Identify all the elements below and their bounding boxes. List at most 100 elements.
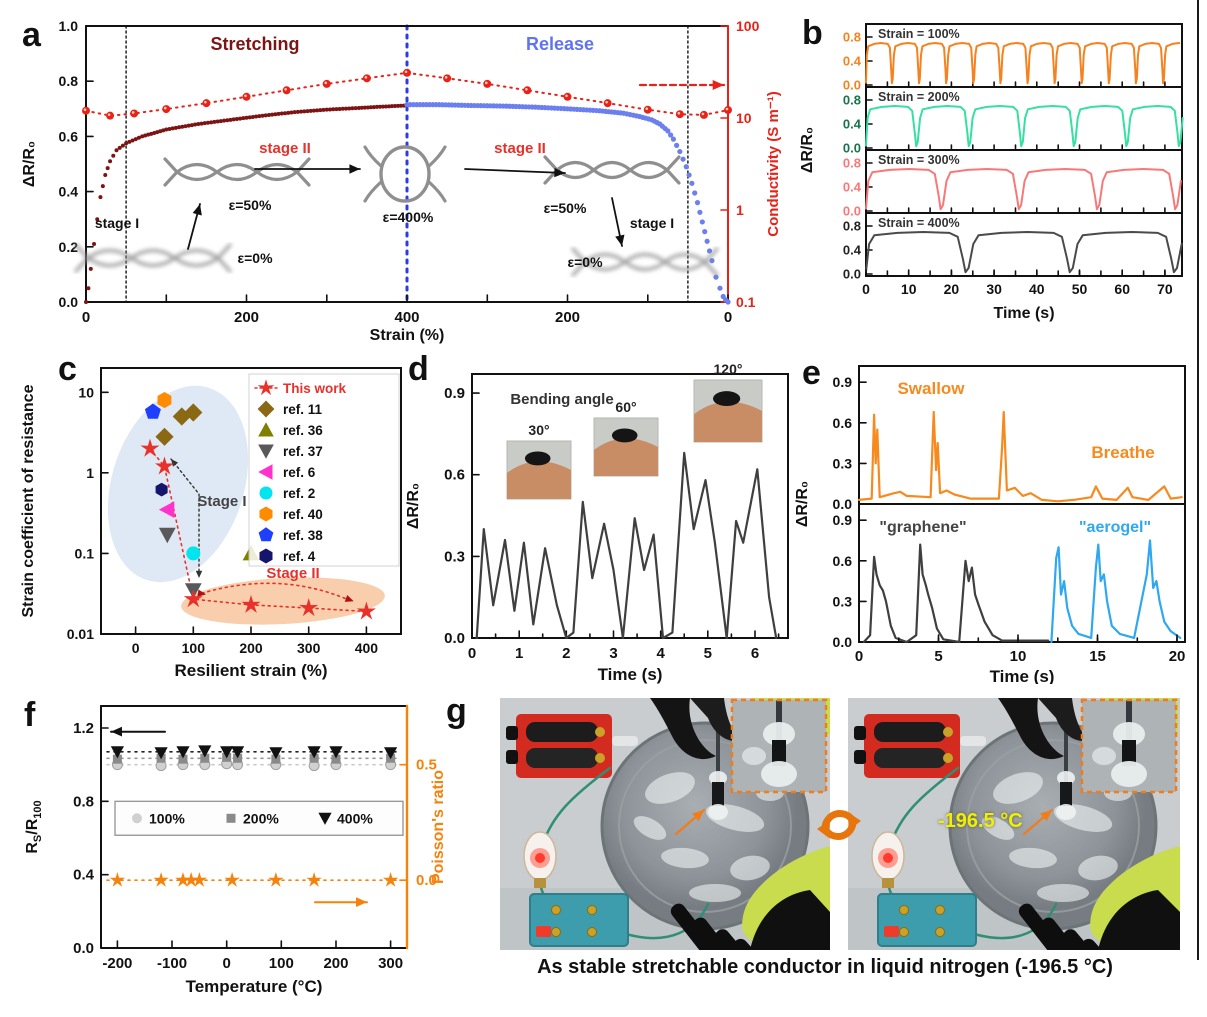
svg-text:ε=0%: ε=0% xyxy=(237,250,273,266)
svg-text:0.4: 0.4 xyxy=(843,117,862,132)
svg-text:Breathe: Breathe xyxy=(1091,443,1154,462)
svg-text:stage I: stage I xyxy=(630,215,674,231)
panel-f-label: f xyxy=(24,696,36,734)
svg-text:200: 200 xyxy=(234,309,259,326)
panel-g-label: g xyxy=(446,692,467,730)
svg-text:200: 200 xyxy=(323,955,348,972)
panel-d: 0.0 0.3 0.6 0.9 0 1 2 3 4 5 6 Time (s) ΔR/R₀ Bending … xyxy=(405,361,789,684)
svg-text:0.0: 0.0 xyxy=(843,267,861,282)
panel-b-label: b xyxy=(802,14,823,52)
svg-text:0.8: 0.8 xyxy=(843,30,861,45)
svg-text:0.4: 0.4 xyxy=(843,243,862,258)
svg-text:5: 5 xyxy=(704,645,712,662)
svg-text:0.3: 0.3 xyxy=(833,593,853,609)
panel-g-photo-left xyxy=(500,698,830,950)
svg-text:Stage II: Stage II xyxy=(266,565,319,582)
svg-text:1: 1 xyxy=(515,645,523,662)
svg-text:0.9: 0.9 xyxy=(833,512,853,528)
svg-text:Stage I: Stage I xyxy=(197,493,246,510)
svg-text:0.9: 0.9 xyxy=(444,385,465,402)
svg-text:Release: Release xyxy=(526,34,594,54)
svg-text:0.0: 0.0 xyxy=(843,78,861,93)
svg-text:100: 100 xyxy=(269,955,294,972)
svg-text:100: 100 xyxy=(182,640,206,656)
panel-b-chart: 0.0 0.4 0.8 Strain = 100% 0.0 0.4 0.8 Strain = … xyxy=(799,23,1184,322)
svg-text:Strain coefficient of resistan: Strain coefficient of resistance xyxy=(20,384,37,617)
svg-text:0.6: 0.6 xyxy=(444,467,465,484)
svg-text:"aerogel": "aerogel" xyxy=(1079,519,1151,536)
svg-text:Temperature (°C): Temperature (°C) xyxy=(186,977,323,996)
svg-text:100%: 100% xyxy=(149,810,185,826)
svg-text:70: 70 xyxy=(1157,281,1173,297)
svg-text:0.0: 0.0 xyxy=(444,630,465,647)
panel-d-chart: 0.0 0.3 0.6 0.9 0 1 2 3 4 5 6 Time (s) ΔR/R₀ Bending … xyxy=(405,361,789,684)
svg-text:0.0: 0.0 xyxy=(833,634,853,650)
svg-text:ε=50%: ε=50% xyxy=(544,200,587,216)
svg-text:0.0: 0.0 xyxy=(416,872,437,889)
svg-text:0.1: 0.1 xyxy=(75,545,95,561)
svg-text:0.4: 0.4 xyxy=(843,54,862,69)
svg-text:0.0: 0.0 xyxy=(833,496,853,512)
svg-text:0.8: 0.8 xyxy=(73,793,94,810)
svg-text:0.4: 0.4 xyxy=(843,180,862,195)
svg-text:Strain = 300%: Strain = 300% xyxy=(878,153,960,167)
panel-f: 0.0 0.4 0.8 1.2 -200 -100 0 100 200 300 Temperatur… xyxy=(24,704,447,996)
svg-text:Strain (%): Strain (%) xyxy=(370,327,445,344)
svg-text:ref. 40: ref. 40 xyxy=(283,507,323,522)
svg-text:0.8: 0.8 xyxy=(843,156,861,171)
svg-text:0: 0 xyxy=(132,640,140,656)
svg-text:ΔR/R₀: ΔR/R₀ xyxy=(799,127,816,173)
svg-text:20: 20 xyxy=(944,281,960,297)
svg-text:Swallow: Swallow xyxy=(897,379,965,398)
svg-text:0.5: 0.5 xyxy=(416,757,437,774)
svg-text:ref. 36: ref. 36 xyxy=(283,423,323,438)
svg-text:200: 200 xyxy=(239,640,263,656)
svg-text:10: 10 xyxy=(1010,648,1027,665)
svg-text:-100: -100 xyxy=(157,955,187,972)
svg-text:1.2: 1.2 xyxy=(73,720,94,737)
svg-text:Conductivity (S m⁻¹): Conductivity (S m⁻¹) xyxy=(765,91,782,236)
svg-text:50: 50 xyxy=(1072,281,1088,297)
svg-text:30°: 30° xyxy=(528,422,549,438)
svg-text:Strain = 100%: Strain = 100% xyxy=(878,27,960,41)
cycle-arrows-icon xyxy=(817,809,861,841)
svg-text:Time (s): Time (s) xyxy=(990,667,1055,684)
svg-text:400%: 400% xyxy=(337,810,373,826)
svg-text:200: 200 xyxy=(555,309,580,326)
panel-a-chart: 0.0 0.2 0.4 0.6 0.8 1.0 0 200 400 200 0 Strain (%) Δ… xyxy=(21,18,782,344)
photo-scene xyxy=(500,698,830,950)
svg-text:2: 2 xyxy=(562,645,570,662)
svg-text:Bending angle: Bending angle xyxy=(510,391,613,408)
cycle-arrows xyxy=(817,809,861,841)
svg-text:ε=0%: ε=0% xyxy=(567,254,603,270)
panel-d-label: d xyxy=(408,350,429,388)
svg-text:ΔR/R₀: ΔR/R₀ xyxy=(405,483,422,529)
photo-scene xyxy=(848,698,1180,950)
liquid-nitrogen-photo-2 xyxy=(848,698,1180,950)
svg-text:0.0: 0.0 xyxy=(843,204,861,219)
svg-text:6: 6 xyxy=(751,645,759,662)
svg-text:0: 0 xyxy=(855,648,863,665)
svg-text:0.9: 0.9 xyxy=(833,374,853,390)
svg-text:10: 10 xyxy=(736,110,752,126)
svg-text:40: 40 xyxy=(1029,281,1045,297)
panel-a: 0.0 0.2 0.4 0.6 0.8 1.0 0 200 400 200 0 Strain (%) Δ… xyxy=(21,18,782,344)
svg-text:4: 4 xyxy=(656,645,665,662)
svg-text:100: 100 xyxy=(736,18,760,34)
svg-text:3: 3 xyxy=(609,645,617,662)
svg-text:Stretching: Stretching xyxy=(210,34,299,54)
svg-text:ref. 4: ref. 4 xyxy=(283,549,316,564)
svg-text:0.0: 0.0 xyxy=(843,141,861,156)
svg-text:0.01: 0.01 xyxy=(67,626,94,642)
svg-text:0.4: 0.4 xyxy=(59,184,79,200)
svg-text:60°: 60° xyxy=(615,399,636,415)
svg-text:stage II: stage II xyxy=(259,140,311,157)
svg-text:stage II: stage II xyxy=(494,140,546,157)
svg-text:0: 0 xyxy=(862,281,870,297)
svg-text:0.4: 0.4 xyxy=(73,867,95,884)
svg-text:Time (s): Time (s) xyxy=(993,305,1054,322)
svg-text:0.6: 0.6 xyxy=(833,415,853,431)
svg-text:stage I: stage I xyxy=(95,215,139,231)
